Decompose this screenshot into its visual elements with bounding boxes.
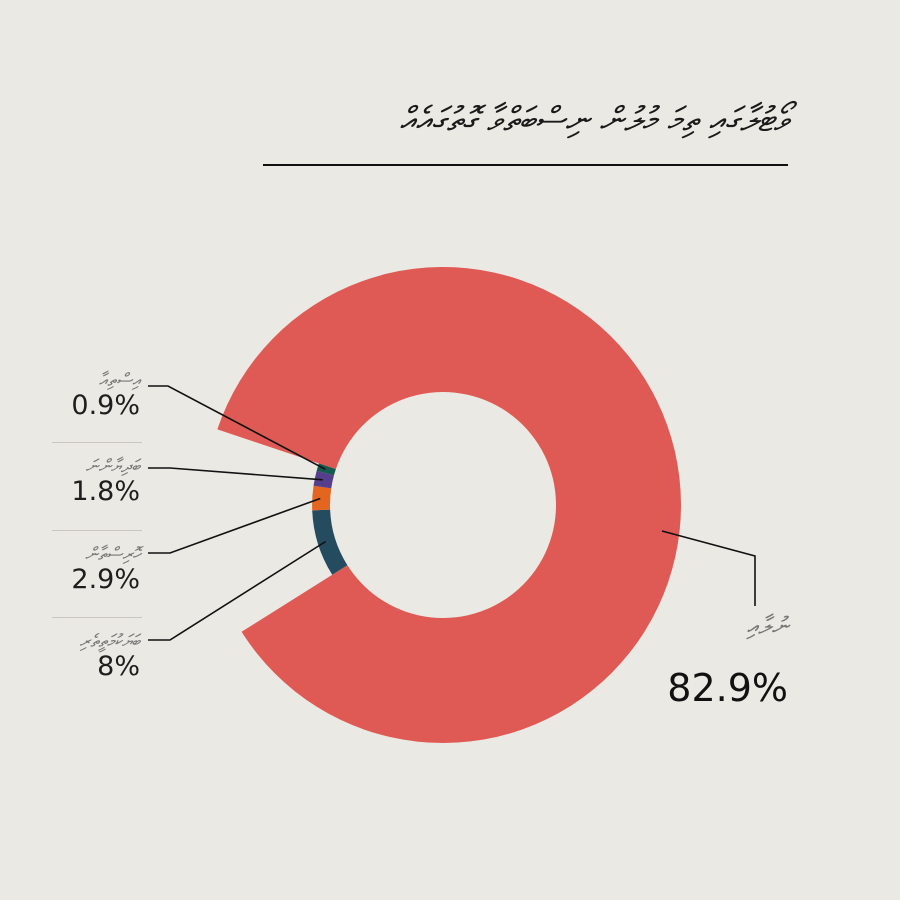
slice-1-value: 8% (97, 651, 140, 682)
donut-slice-3 (313, 470, 334, 489)
separator (52, 617, 142, 618)
leader-line-3 (148, 467, 323, 481)
label-slice-2: ހޮރިސްތާން 2.9% (71, 544, 140, 595)
separator (52, 530, 142, 531)
donut-slice-0 (217, 267, 681, 744)
leader-line-4 (148, 385, 326, 471)
slice-3-name: ބަދިޔާންނަ (85, 456, 140, 477)
slice-3-value: 1.8% (71, 476, 140, 507)
label-slice-4: އިސްތިއާ 0.9% (71, 370, 140, 421)
slice-4-name: އިސްތިއާ (98, 370, 140, 391)
label-slice-3: ބަދިޔާންނަ 1.8% (71, 456, 140, 507)
title-underline (263, 164, 788, 166)
leader-line-0 (661, 530, 756, 606)
donut-slice-2 (312, 485, 332, 511)
slice-0-name: ނުލާއި (746, 612, 788, 640)
separator (52, 442, 142, 443)
slice-0-value: 82.9% (667, 666, 788, 710)
leader-line-2 (148, 497, 321, 554)
slice-4-value: 0.9% (71, 390, 140, 421)
leader-line-1 (148, 540, 327, 641)
donut-slice-1 (312, 509, 348, 575)
slice-1-name: ބަޔަކުމަތީތެރި (79, 631, 140, 652)
label-slice-1: ބަޔަކުމަތީތެރި 8% (79, 631, 140, 682)
slice-2-name: ހޮރިސްތާން (84, 544, 140, 565)
label-slice-0: ނުލާއި 82.9% (667, 612, 788, 710)
slice-2-value: 2.9% (71, 564, 140, 595)
chart-title: ވޯޓުލާގައި ތިމަ މުލުން ނިސްބަތްވާ ގޮތުގަ… (399, 100, 788, 140)
